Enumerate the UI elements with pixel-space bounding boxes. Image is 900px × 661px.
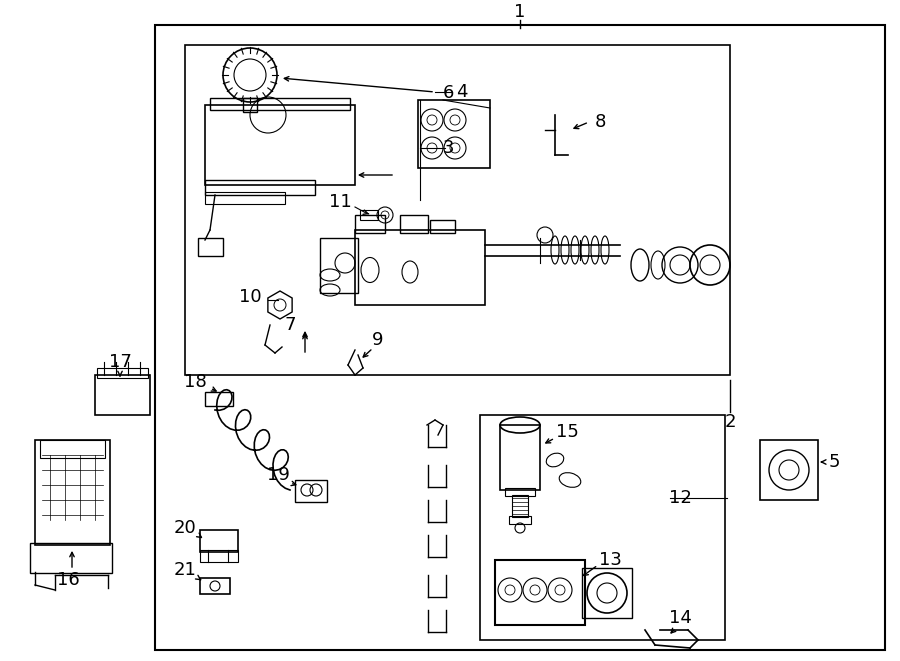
Bar [512, 495, 528, 517]
Text: 19: 19 [266, 466, 290, 484]
Text: 17: 17 [109, 353, 131, 371]
Bar [198, 238, 223, 256]
Bar [495, 560, 585, 625]
Bar [355, 215, 385, 233]
Bar [185, 45, 730, 375]
Text: 6: 6 [442, 84, 454, 102]
Bar [509, 516, 531, 524]
Text: 9: 9 [373, 331, 383, 349]
Text: 12: 12 [669, 489, 691, 507]
Bar [205, 180, 315, 195]
Bar [210, 98, 350, 110]
Bar [205, 392, 233, 406]
Text: 3: 3 [442, 139, 454, 157]
Bar [200, 530, 238, 552]
Bar [360, 210, 378, 220]
Text: 20: 20 [174, 519, 196, 537]
Text: 1: 1 [514, 3, 526, 21]
Text: 2: 2 [724, 413, 736, 431]
Bar [582, 568, 632, 618]
Bar [200, 578, 230, 594]
Text: 13: 13 [598, 551, 621, 569]
Bar [505, 488, 535, 496]
Text: 16: 16 [57, 571, 79, 589]
Bar [243, 98, 257, 112]
Bar [430, 220, 455, 233]
Bar [760, 440, 818, 500]
Text: 11: 11 [328, 193, 351, 211]
Text: 18: 18 [184, 373, 206, 391]
Bar [295, 480, 327, 502]
Bar [400, 215, 428, 233]
Bar [40, 440, 105, 458]
Bar [95, 375, 150, 415]
Bar [320, 238, 358, 293]
Bar [418, 100, 490, 168]
Text: 10: 10 [238, 288, 261, 306]
Text: 7: 7 [284, 316, 296, 334]
Text: 21: 21 [174, 561, 196, 579]
Text: 5: 5 [828, 453, 840, 471]
Bar [155, 25, 885, 650]
Text: 8: 8 [594, 113, 606, 131]
Text: 4: 4 [456, 83, 468, 101]
Bar [30, 543, 112, 573]
Bar [97, 368, 148, 378]
Bar [205, 105, 355, 185]
Bar [355, 230, 485, 305]
Bar [205, 192, 285, 204]
Bar [500, 425, 540, 490]
Text: 15: 15 [555, 423, 579, 441]
Bar [200, 550, 238, 562]
Bar [480, 415, 725, 640]
Bar [35, 440, 110, 545]
Text: 14: 14 [669, 609, 691, 627]
